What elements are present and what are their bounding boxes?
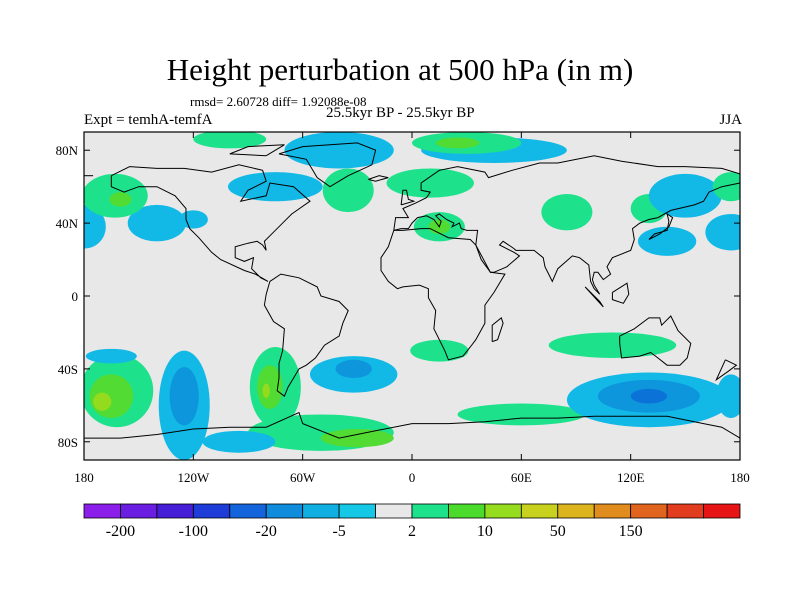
coastline — [263, 273, 349, 397]
contour-region — [386, 168, 474, 198]
colorbar-label: -200 — [106, 523, 135, 540]
contour-region — [109, 192, 132, 207]
coastline — [393, 182, 740, 295]
contour-region — [630, 388, 668, 404]
lat-tick-label: 0 — [72, 289, 79, 304]
period-label: 25.5kyr BP - 25.5kyr BP — [326, 105, 475, 121]
colorbar-label: 150 — [619, 523, 643, 540]
contour-fill-layer — [84, 132, 740, 460]
coastline — [584, 286, 604, 308]
map-title: Height perturbation at 500 hPa (in m) — [166, 52, 634, 87]
contour-region — [716, 374, 740, 419]
contour-region — [705, 214, 740, 251]
contour-region — [84, 204, 106, 249]
contour-region — [457, 403, 586, 426]
colorbar-box — [593, 503, 632, 519]
contour-region — [541, 193, 593, 231]
lon-tick-label: 180 — [730, 470, 750, 485]
lon-tick-label: 60W — [290, 470, 316, 485]
colorbar-box — [411, 503, 449, 519]
lat-tick-label: 80N — [56, 143, 79, 158]
colorbar-box — [192, 503, 231, 519]
contour-region — [548, 332, 677, 358]
colorbar-label: 2 — [408, 523, 416, 540]
contour-region — [335, 359, 372, 378]
contour-region — [127, 204, 187, 242]
colorbar-label: -5 — [332, 523, 345, 540]
lon-tick-label: 60E — [511, 470, 532, 485]
contour-region — [320, 429, 394, 448]
contour-region — [257, 365, 283, 409]
season-label: JJA — [719, 112, 742, 128]
coastline — [380, 228, 506, 361]
experiment-label: Expt = temhA-temfA — [84, 112, 213, 128]
lon-tick-label: 180 — [74, 470, 94, 485]
tick-layer: 80N 40N 0 40S 80S 180 120W 60W 0 60E 120E 180 — [56, 132, 750, 485]
colorbar-box — [120, 503, 158, 519]
lon-tick-label: 120W — [177, 470, 210, 485]
contour-region — [322, 168, 374, 213]
contour-region — [712, 172, 740, 202]
colorbar-box — [484, 503, 522, 519]
coastline-layer — [84, 142, 740, 439]
lat-tick-label: 80S — [58, 435, 78, 450]
lat-tick-label: 40N — [56, 216, 79, 231]
colorbar-box — [630, 503, 668, 519]
colorbar-box — [156, 503, 194, 519]
contour-region — [202, 430, 276, 453]
colorbar-box — [666, 503, 704, 519]
lon-tick-label: 120E — [617, 470, 645, 485]
colorbar-box — [448, 503, 486, 519]
colorbar-box — [375, 503, 413, 519]
contour-region — [637, 226, 697, 256]
coastline — [491, 317, 504, 343]
colorbar-label: -100 — [179, 523, 208, 540]
coastline — [229, 144, 285, 157]
contour-region — [284, 132, 394, 169]
lon-tick-label: 0 — [409, 470, 416, 485]
coastline — [84, 411, 740, 439]
contour-region — [93, 392, 112, 411]
coastline — [278, 142, 377, 188]
colorbar-box — [229, 503, 267, 519]
lat-tick-label: 40S — [58, 362, 78, 377]
coastline — [619, 315, 692, 366]
contour-region — [227, 172, 323, 202]
coastline — [393, 155, 740, 231]
colorbar-box — [703, 503, 741, 519]
coastline — [715, 359, 738, 382]
colorbar-box — [83, 503, 121, 519]
contour-region — [178, 210, 208, 229]
colorbar-label: 50 — [550, 523, 566, 540]
coastline — [368, 175, 389, 182]
contour-region — [262, 383, 270, 399]
coastline — [648, 212, 674, 240]
stats-label: rmsd= 2.60728 diff= 1.92088e-08 — [190, 94, 367, 109]
contour-region — [410, 339, 469, 362]
colorbar-label: 10 — [477, 523, 493, 540]
coastline — [611, 282, 630, 304]
colorbar: -200 -100 -20 -5 2 10 50 150 — [83, 503, 741, 540]
contour-region — [648, 173, 722, 218]
contour-region — [169, 367, 199, 426]
contour-region — [85, 348, 137, 364]
coastline — [400, 189, 416, 206]
colorbar-box — [265, 503, 304, 519]
colorbar-box — [557, 503, 595, 519]
colorbar-box — [302, 503, 340, 519]
coastline — [110, 164, 311, 282]
colorbar-box — [520, 503, 559, 519]
contour-region — [435, 137, 480, 149]
contour-region — [193, 132, 267, 149]
colorbar-box — [338, 503, 376, 519]
colorbar-label: -20 — [256, 523, 277, 540]
